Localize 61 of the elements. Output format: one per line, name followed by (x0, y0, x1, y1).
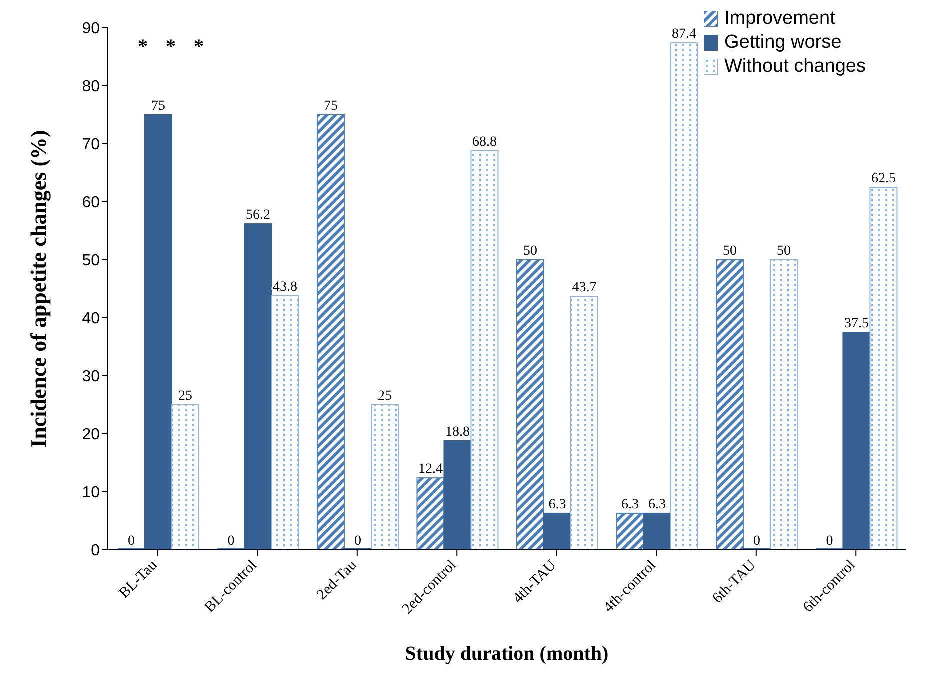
annotation: * (194, 36, 204, 59)
data-label: 50 (523, 244, 538, 259)
data-label: 0 (128, 534, 135, 549)
data-label: 62.5 (871, 172, 896, 186)
y-tick-label: 60 (82, 194, 100, 212)
y-tick-label: 30 (82, 368, 100, 386)
bar (770, 260, 798, 550)
bar (870, 187, 898, 550)
data-label: 56.2 (246, 208, 270, 224)
data-label: 25 (178, 389, 192, 404)
bar (670, 42, 698, 550)
bar (570, 296, 598, 550)
data-label: 0 (826, 534, 834, 549)
annotation: * (166, 36, 176, 59)
data-label: 43.7 (572, 280, 597, 296)
data-label: 6.3 (648, 497, 666, 512)
bar (444, 440, 472, 550)
bar (516, 260, 544, 550)
data-label: 6.3 (621, 497, 639, 512)
data-label: 75 (324, 99, 338, 114)
y-tick-label: 50 (82, 252, 100, 270)
data-label: 50 (776, 244, 791, 259)
legend-label: Improvement (724, 8, 836, 30)
bar (716, 260, 744, 550)
legend-label: Getting worse (724, 32, 842, 54)
bar (370, 404, 399, 550)
data-label: 75 (151, 99, 166, 114)
data-label: 6.3 (548, 497, 566, 512)
data-label: 87.4 (672, 27, 696, 42)
y-tick-label: 0 (91, 542, 100, 560)
bar (643, 512, 672, 550)
annotation: * (138, 36, 148, 59)
data-label: 43.8 (272, 280, 298, 295)
bar (543, 512, 572, 550)
data-label: 25 (378, 389, 392, 404)
data-label: 37.5 (844, 316, 869, 332)
data-label: 68.8 (472, 134, 497, 150)
legend-label: Without changes (724, 56, 866, 78)
y-tick-label: 20 (82, 426, 100, 444)
y-tick-label: 70 (82, 136, 100, 154)
y-tick-label: 40 (82, 310, 100, 328)
y-tick-label: 80 (82, 78, 100, 96)
bar (271, 295, 300, 550)
y-tick-label: 10 (82, 484, 100, 502)
bar (144, 114, 172, 550)
bar (171, 404, 200, 550)
data-label: 0 (228, 534, 235, 549)
y-axis-title: Incidence of appetite changes (%) (26, 130, 51, 448)
data-label: 50 (722, 244, 737, 259)
bar (470, 150, 499, 550)
bar (842, 332, 871, 550)
bar (316, 114, 345, 550)
bar (244, 224, 272, 550)
data-label: 0 (354, 534, 362, 549)
bar (416, 478, 445, 550)
x-axis-title: Study duration (month) (405, 643, 609, 665)
data-label: 0 (753, 534, 760, 549)
bar (616, 512, 644, 550)
data-label: 12.4 (418, 462, 443, 478)
y-tick-label: 90 (82, 20, 100, 38)
data-label: 18.8 (445, 424, 470, 440)
